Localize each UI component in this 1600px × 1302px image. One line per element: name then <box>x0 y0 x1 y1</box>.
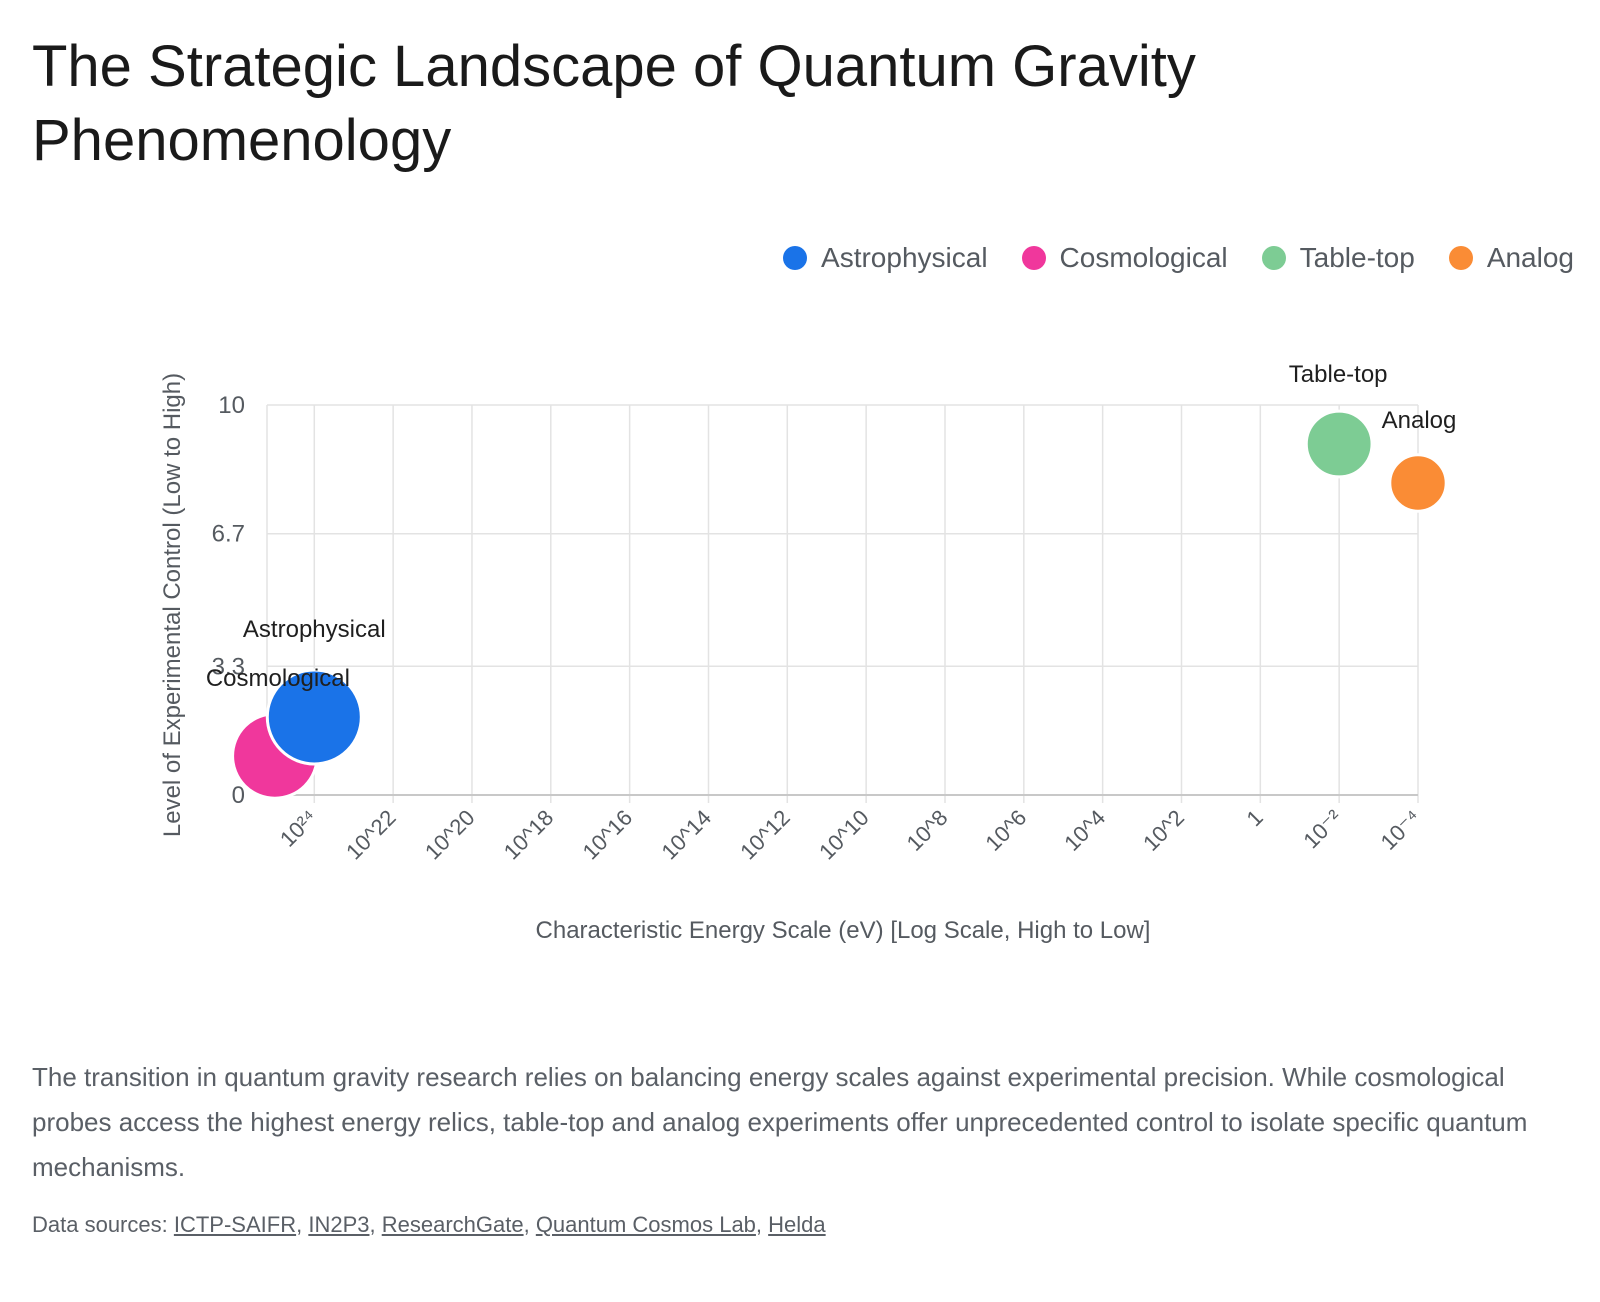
bubble-labels: Astrophysical Cosmological Table-top Analog <box>206 361 1457 692</box>
source-link-in2p3[interactable]: IN2P3 <box>308 1212 370 1237</box>
sources-prefix: Data sources: <box>32 1212 168 1237</box>
legend-label-table-top: Table-top <box>1299 242 1415 273</box>
x-tick-label: 10^16 <box>578 805 638 865</box>
legend-label-analog: Analog <box>1486 242 1574 273</box>
x-tick-label: 10²⁴ <box>275 805 322 852</box>
source-link-ictp-saifr[interactable]: ICTP-SAIFR <box>173 1212 297 1237</box>
y-tick-label: 6.7 <box>212 521 245 548</box>
legend-label-astrophysical: Astrophysical <box>821 242 988 273</box>
x-tick-label: 10^14 <box>656 805 716 865</box>
legend: Astrophysical Cosmological Table-top Ana… <box>783 242 1574 274</box>
x-axis-label: Characteristic Energy Scale (eV) [Log Sc… <box>536 917 1151 944</box>
legend-item-cosmological[interactable]: Cosmological <box>1021 242 1228 274</box>
x-tick-label: 10⁻² <box>1298 805 1346 853</box>
legend-swatch-astrophysical <box>783 246 808 270</box>
x-tick-label: 1 <box>1242 805 1268 831</box>
legend-item-astrophysical[interactable]: Astrophysical <box>783 242 988 274</box>
grid-lines <box>266 404 1419 803</box>
bubble-label-astrophysical: Astrophysical <box>243 616 386 643</box>
bubble-chart: 0 3.3 6.7 10 10²⁴ 10^22 10^20 10^18 10^16 10^14 10… <box>159 361 1457 944</box>
legend-item-table-top[interactable]: Table-top <box>1261 242 1415 274</box>
y-tick-label: 10 <box>218 392 245 419</box>
bubble-table-top[interactable] <box>1304 409 1374 479</box>
bubble-astrophysical[interactable] <box>265 668 363 766</box>
source-link-helda[interactable]: Helda <box>768 1212 826 1237</box>
bubble-label-cosmological: Cosmological <box>206 665 350 692</box>
legend-swatch-cosmological <box>1021 246 1046 270</box>
x-tick-label: 10^8 <box>902 805 953 856</box>
bubble-label-analog: Analog <box>1382 407 1457 434</box>
legend-item-analog[interactable]: Analog <box>1448 242 1574 274</box>
x-tick-label: 10^2 <box>1138 805 1189 856</box>
bubbles <box>231 409 1448 800</box>
x-tick-label: 10^12 <box>735 805 795 865</box>
bubble-label-table-top: Table-top <box>1289 361 1388 388</box>
x-tick-label: 10^20 <box>420 805 480 865</box>
y-axis-label: Level of Experimental Control (Low to Hi… <box>159 373 186 837</box>
x-tick-label: 10^22 <box>341 805 401 865</box>
chart-description: The transition in quantum gravity resear… <box>32 1062 1528 1182</box>
legend-swatch-table-top <box>1261 246 1286 270</box>
x-tick-label: 10^18 <box>499 805 559 865</box>
y-tick-label: 0 <box>232 782 245 809</box>
x-tick-label: 10⁻⁴ <box>1376 805 1426 855</box>
chart-title: The Strategic Landscape of Quantum Gravi… <box>32 34 1196 173</box>
data-sources: Data sources: ICTP-SAIFR, IN2P3, Researc… <box>32 1212 826 1237</box>
bubble-analog[interactable] <box>1388 453 1448 513</box>
legend-label-cosmological: Cosmological <box>1059 242 1228 273</box>
legend-swatch-analog <box>1448 246 1473 270</box>
x-tick-label: 10^6 <box>980 805 1031 856</box>
source-link-researchgate[interactable]: ResearchGate <box>381 1212 524 1237</box>
source-link-quantum-cosmos-lab[interactable]: Quantum Cosmos Lab <box>535 1212 756 1237</box>
x-tick-label: 10^10 <box>814 805 874 865</box>
y-tick-label: 3.3 <box>212 653 245 680</box>
x-tick-label: 10^4 <box>1059 805 1110 856</box>
